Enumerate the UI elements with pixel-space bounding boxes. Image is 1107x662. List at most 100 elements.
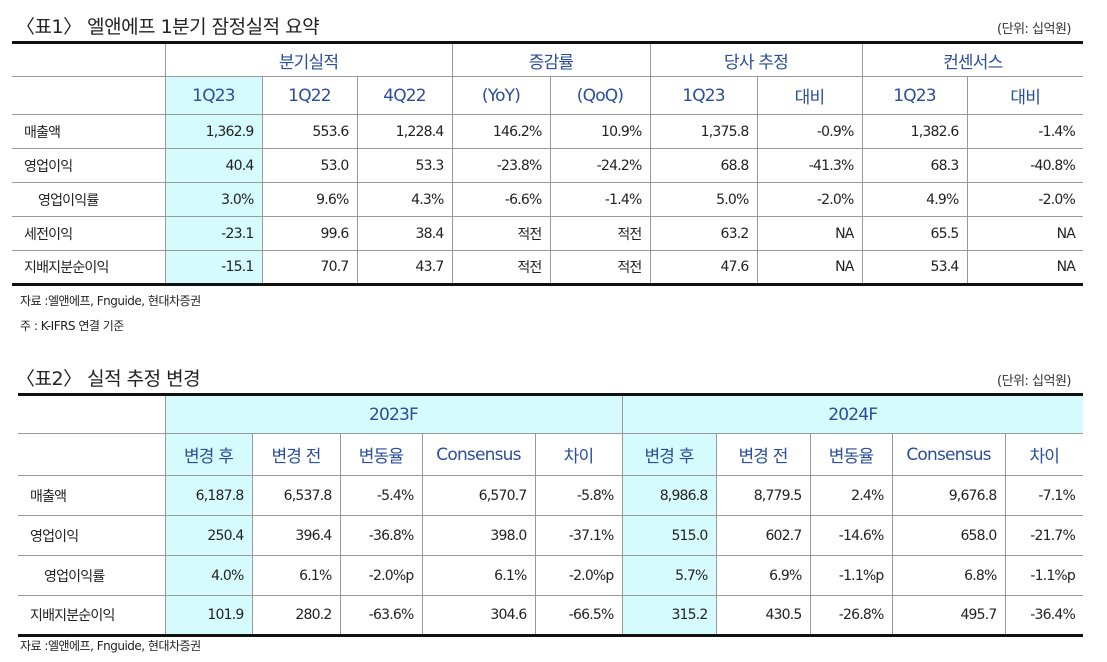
group-header: 2023F [164,394,623,434]
cell-value: 53.4 [861,250,968,285]
cell-value: 430.5 [715,595,811,636]
cell-value: 315.2 [621,595,717,636]
corner-cell [12,42,166,77]
cell-value: 553.6 [261,114,358,149]
column-header: (QoQ) [549,76,651,115]
cell-value: 68.8 [649,148,758,183]
cell-value: 304.6 [421,595,536,636]
column-header: 대비 [756,76,863,115]
cell-value: 515.0 [621,515,717,556]
table2-unit: (단위: 십억원) [997,374,1071,389]
cell-value: -6.6% [451,182,551,217]
cell-value: 6.1% [421,555,536,596]
cell-value: 47.6 [649,250,758,285]
cell-value: -2.0% [756,182,863,217]
table1-unit: (단위: 십억원) [997,22,1071,37]
row-label: 세전이익 [12,216,166,251]
table-row: 지배지분순이익 -15.1 70.7 43.7 적전 적전 47.6 NA 53.4 NA [12,250,1084,285]
cell-value: 5.0% [649,182,758,217]
column-header: Consensus [421,433,536,476]
table1-title: 〈표1〉 엘앤에프 1분기 잠정실적 요약 [16,16,320,38]
cell-value: -15.1 [164,250,263,285]
row-label: 영업이익률 [18,555,166,596]
cell-value: 적전 [549,216,651,251]
cell-value: 9.6% [261,182,358,217]
cell-value: 5.7% [621,555,717,596]
cell-value: 4.0% [164,555,253,596]
cell-value: 396.4 [251,515,341,556]
table1-earnings-summary: 분기실적 증감률 당사 추정 컨센서스 1Q23 1Q22 4Q22 (YoY) (QoQ) 1… [12,41,1084,286]
column-header: 대비 [966,76,1084,115]
table-row: 영업이익 40.4 53.0 53.3 -23.8% -24.2% 68.8 -41.3% 68… [12,148,1084,183]
cell-value: 68.3 [861,148,968,183]
cell-value: 63.2 [649,216,758,251]
cell-value: -21.7% [1004,515,1084,556]
cell-value: -1.1%p [1004,555,1084,596]
cell-value: -23.1 [164,216,263,251]
cell-value: 2.4% [809,475,893,516]
cell-value: 1,362.9 [164,114,263,149]
cell-value: 6.9% [715,555,811,596]
column-header: Consensus [891,433,1006,476]
cell-value: 4.9% [861,182,968,217]
cell-value: 40.4 [164,148,263,183]
cell-value: NA [966,216,1084,251]
cell-value: 495.7 [891,595,1006,636]
cell-value: 101.9 [164,595,253,636]
row-label: 지배지분순이익 [12,250,166,285]
column-header: 변경 후 [621,433,717,476]
cell-value: 적전 [451,216,551,251]
cell-value: -1.4% [966,114,1084,149]
cell-value: -36.8% [339,515,423,556]
cell-value: 38.4 [356,216,453,251]
column-header: 1Q22 [261,76,358,115]
cell-value: 658.0 [891,515,1006,556]
cell-value: 146.2% [451,114,551,149]
row-label: 매출액 [12,114,166,149]
column-header: (YoY) [451,76,551,115]
group-header: 컨센서스 [861,42,1084,77]
cell-value: -14.6% [809,515,893,556]
table-row: 영업이익 250.4 396.4 -36.8% 398.0 -37.1% 515.0 602.… [18,515,1084,556]
cell-value: 398.0 [421,515,536,556]
cell-value: 1,375.8 [649,114,758,149]
column-header: 변경 후 [164,433,253,476]
cell-value: 1,382.6 [861,114,968,149]
column-header: 1Q23 [164,76,263,115]
cell-value: 6,570.7 [421,475,536,516]
cell-value: 6,537.8 [251,475,341,516]
cell-value: 1,228.4 [356,114,453,149]
row-label: 영업이익률 [12,182,166,217]
row-label: 매출액 [18,475,166,516]
corner-cell [18,433,166,476]
cell-value: 4.3% [356,182,453,217]
cell-value: -5.4% [339,475,423,516]
table2-title: 〈표2〉 실적 추정 변경 [16,368,201,390]
table-row: 매출액 1,362.9 553.6 1,228.4 146.2% 10.9% 1,375.8… [12,114,1084,149]
column-header: 변동율 [809,433,893,476]
cell-value: 70.7 [261,250,358,285]
group-header: 증감률 [451,42,651,77]
cell-value: 3.0% [164,182,263,217]
cell-value: 적전 [451,250,551,285]
table1-note: 주 : K-IFRS 연결 기준 [20,319,124,333]
cell-value: -2.0%p [534,555,623,596]
table-row: 매출액 6,187.8 6,537.8 -5.4% 6,570.7 -5.8% 8,986.… [18,475,1084,516]
cell-value: 9,676.8 [891,475,1006,516]
cell-value: 602.7 [715,515,811,556]
cell-value: -37.1% [534,515,623,556]
cell-value: -41.3% [756,148,863,183]
cell-value: -1.4% [549,182,651,217]
cell-value: -23.8% [451,148,551,183]
column-header: 변동율 [339,433,423,476]
column-header: 1Q23 [649,76,758,115]
column-header: 변경 전 [251,433,341,476]
row-label: 지배지분순이익 [18,595,166,636]
cell-value: 53.0 [261,148,358,183]
cell-value: -2.0%p [339,555,423,596]
cell-value: 적전 [549,250,651,285]
row-label: 영업이익 [12,148,166,183]
table2-estimate-revision: 2023F 2024F 변경 후 변경 전 변동율 Consensus 차이 변경 후 변경 … [18,393,1084,637]
cell-value: -36.4% [1004,595,1084,636]
cell-value: 65.5 [861,216,968,251]
